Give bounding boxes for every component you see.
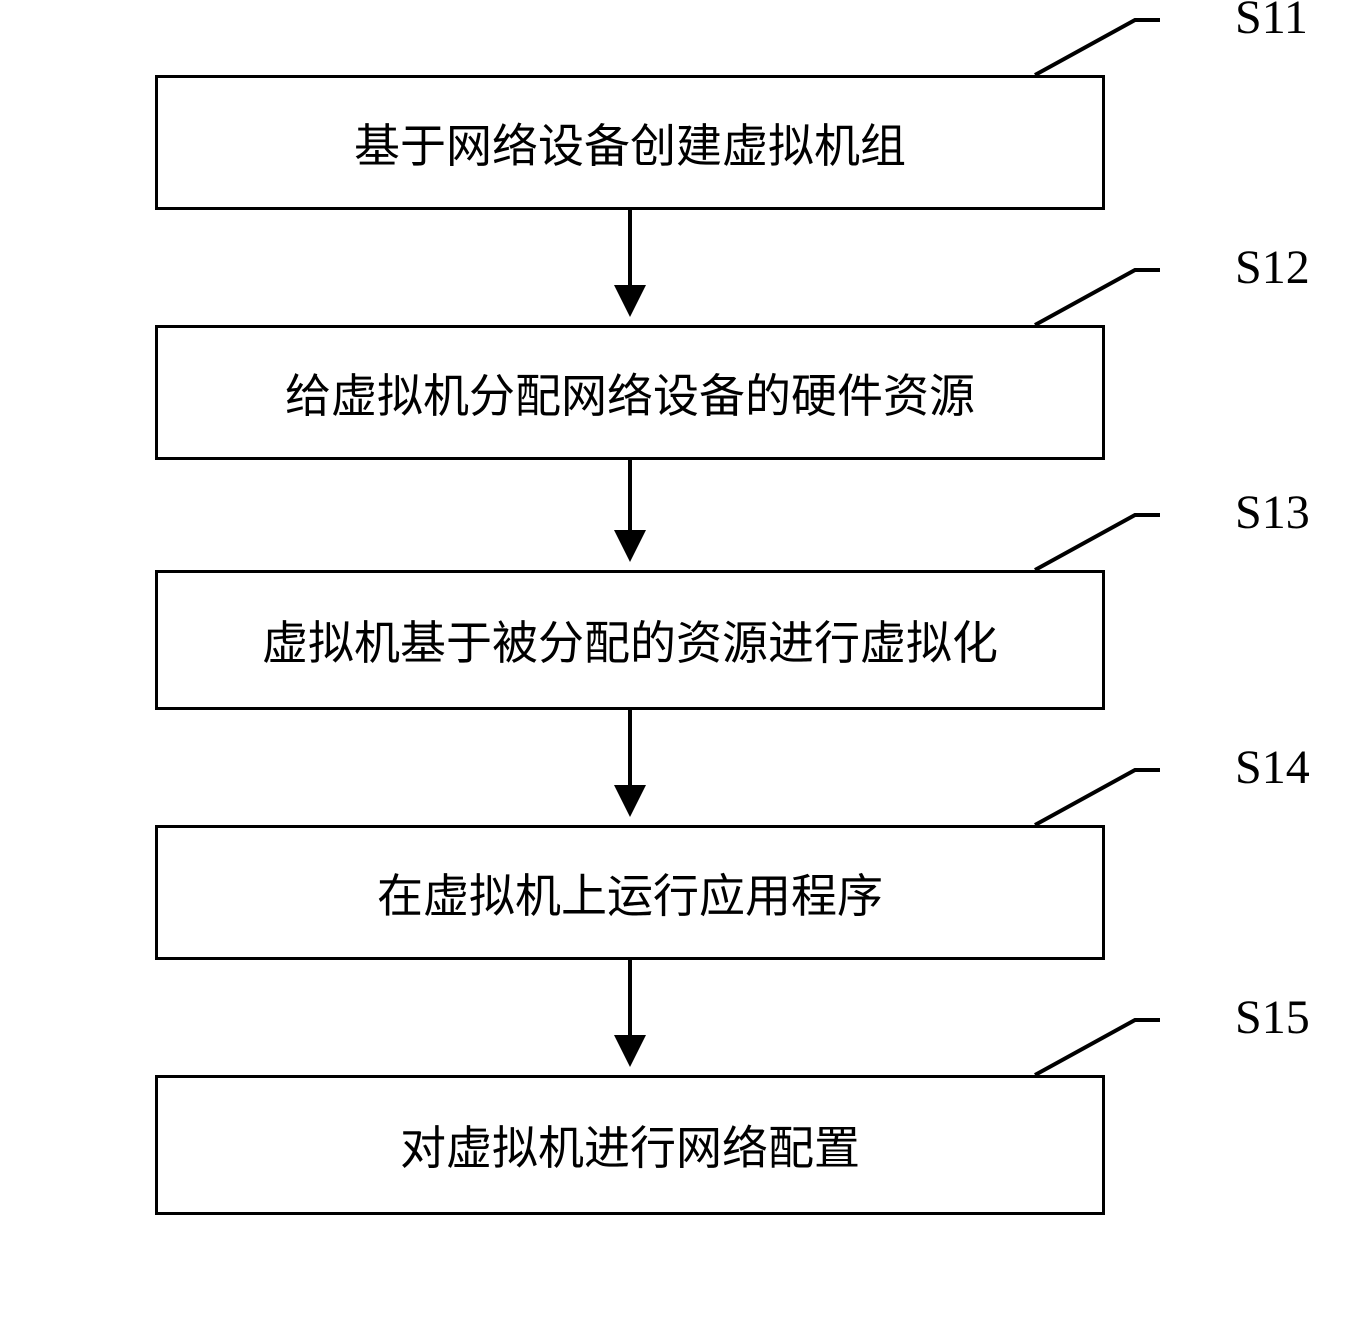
step-label-text: S15 [1235, 991, 1310, 1044]
flow-step-text: 虚拟机基于被分配的资源进行虚拟化 [262, 607, 998, 673]
flowchart-canvas: 基于网络设备创建虚拟机组给虚拟机分配网络设备的硬件资源虚拟机基于被分配的资源进行… [0, 0, 1360, 1336]
step-label-text: S14 [1235, 741, 1310, 794]
step-label-text: S13 [1235, 486, 1310, 539]
step-label-S14: S14 [1235, 740, 1310, 795]
flow-step-text: 给虚拟机分配网络设备的硬件资源 [285, 360, 975, 426]
step-label-S13: S13 [1235, 485, 1310, 540]
flow-step-n1: 基于网络设备创建虚拟机组 [155, 75, 1105, 210]
step-label-S12: S12 [1235, 240, 1310, 295]
flow-step-text: 在虚拟机上运行应用程序 [377, 860, 883, 926]
step-leader-line [1035, 20, 1160, 75]
flow-step-text: 基于网络设备创建虚拟机组 [354, 110, 906, 176]
flow-step-text: 对虚拟机进行网络配置 [400, 1112, 860, 1178]
step-leader-line [1035, 770, 1160, 825]
flow-step-n3: 虚拟机基于被分配的资源进行虚拟化 [155, 570, 1105, 710]
step-label-text: S11 [1235, 0, 1308, 44]
step-leader-line [1035, 270, 1160, 325]
flow-step-n4: 在虚拟机上运行应用程序 [155, 825, 1105, 960]
step-label-S11: S11 [1235, 0, 1308, 45]
step-label-text: S12 [1235, 241, 1310, 294]
flow-step-n5: 对虚拟机进行网络配置 [155, 1075, 1105, 1215]
step-leader-line [1035, 515, 1160, 570]
step-label-S15: S15 [1235, 990, 1310, 1045]
step-leader-line [1035, 1020, 1160, 1075]
flow-step-n2: 给虚拟机分配网络设备的硬件资源 [155, 325, 1105, 460]
